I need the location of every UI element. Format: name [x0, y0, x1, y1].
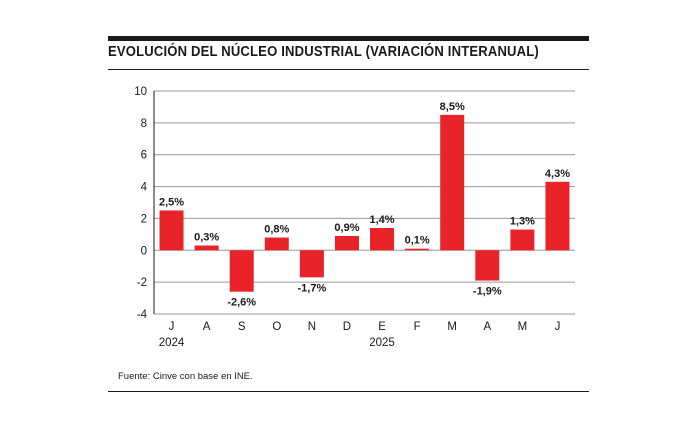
x-tick-label: M [447, 321, 457, 333]
y-tick-label: 10 [134, 86, 147, 98]
bar-layer [159, 114, 570, 292]
year-label: 2024 [159, 337, 185, 349]
data-label: -1,9% [473, 286, 502, 298]
y-tick-label: 0 [141, 245, 147, 257]
data-label: -1,7% [298, 282, 327, 294]
x-tick-label: D [343, 321, 351, 333]
label-layer: 2,5% 0,3% -2,6% 0,8% -1,7% 0,9% 1,4% 0,1% 8,5% -1… [159, 101, 570, 309]
x-tick-label: F [414, 321, 421, 333]
data-label: 1,3% [510, 216, 535, 228]
x-tick-label: J [555, 321, 561, 333]
data-label: -2,6% [227, 297, 256, 309]
bar [159, 210, 184, 251]
data-label: 4,3% [545, 168, 570, 180]
y-tick-label: 2 [141, 213, 147, 225]
y-tick-label: 4 [141, 182, 148, 194]
bar [440, 114, 465, 251]
bar [299, 250, 324, 278]
y-tick-label: 6 [141, 150, 147, 162]
data-label: 0,8% [264, 224, 289, 236]
y-tick-label: -2 [137, 277, 147, 289]
data-label: 8,5% [440, 101, 465, 113]
bar [264, 237, 289, 251]
data-label: 0,3% [194, 232, 219, 244]
bar [334, 235, 359, 251]
top-rule [108, 36, 589, 41]
axis-layer: -4 -2 0 2 4 6 8 10 J A S O N D E F M A M J 2024 2025 [134, 86, 560, 349]
bar [194, 245, 219, 251]
bar [370, 227, 395, 251]
data-label: 1,4% [370, 214, 395, 226]
x-tick-label: M [518, 321, 528, 333]
bar [545, 181, 570, 251]
y-tick-label: -4 [137, 309, 148, 321]
chart-title: EVOLUCIÓN DEL NÚCLEO INDUSTRIAL (VARIACI… [108, 44, 539, 60]
x-tick-label: A [483, 321, 491, 333]
bar [229, 250, 254, 292]
x-tick-label: A [203, 321, 211, 333]
year-label: 2025 [369, 337, 395, 349]
y-tick-label: 8 [141, 118, 147, 130]
bar [510, 229, 535, 251]
x-tick-label: E [378, 321, 386, 333]
data-label: 0,9% [334, 222, 359, 234]
x-tick-label: O [272, 321, 281, 333]
data-label: 2,5% [159, 196, 184, 208]
x-tick-label: N [308, 321, 316, 333]
bar [405, 248, 430, 251]
bar [475, 250, 500, 281]
bottom-rule [108, 391, 589, 392]
x-tick-label: S [238, 321, 246, 333]
title-rule [108, 69, 589, 70]
source-note: Fuente: Cinve con base en INE. [118, 371, 253, 382]
x-tick-label: J [169, 321, 175, 333]
grid-layer [154, 90, 575, 315]
data-label: 0,1% [405, 235, 430, 247]
